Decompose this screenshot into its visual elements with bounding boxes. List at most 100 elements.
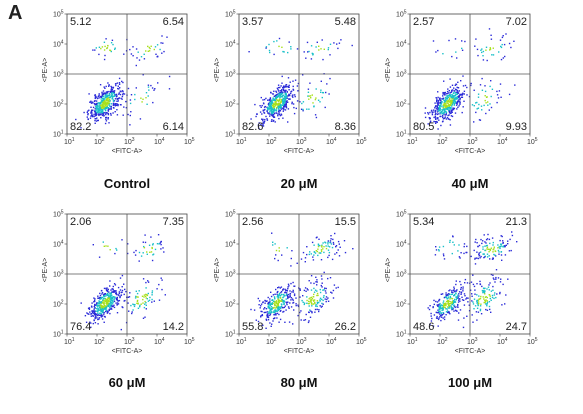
event-point xyxy=(297,305,300,308)
event-point xyxy=(433,299,435,302)
event-point xyxy=(462,326,465,329)
event-point xyxy=(104,96,107,99)
event-point xyxy=(292,299,294,301)
event-point xyxy=(100,302,102,304)
event-point xyxy=(456,310,458,312)
event-point xyxy=(297,90,299,92)
event-point xyxy=(112,87,114,89)
event-point xyxy=(102,95,105,98)
event-point xyxy=(274,102,277,105)
event-point xyxy=(445,295,448,297)
event-point xyxy=(112,96,114,98)
event-point xyxy=(285,301,287,303)
event-point xyxy=(516,241,518,243)
event-point xyxy=(94,122,96,124)
event-point xyxy=(319,244,321,247)
event-point xyxy=(500,243,503,245)
event-point xyxy=(320,250,323,252)
event-point xyxy=(446,308,448,310)
event-point xyxy=(449,298,451,300)
y-tick-label: 104 xyxy=(53,40,64,49)
event-point xyxy=(103,49,106,51)
event-point xyxy=(87,113,89,115)
event-point xyxy=(488,255,490,257)
event-point xyxy=(94,119,96,122)
event-point xyxy=(278,99,280,102)
event-point xyxy=(94,112,96,114)
event-point xyxy=(132,303,134,305)
event-point xyxy=(496,90,498,93)
event-point xyxy=(490,80,492,82)
event-point xyxy=(457,301,460,303)
event-point xyxy=(277,309,279,312)
event-point xyxy=(491,88,494,90)
event-point xyxy=(113,91,115,94)
event-point xyxy=(116,100,118,102)
event-point xyxy=(248,51,250,53)
event-point xyxy=(111,93,113,96)
event-point xyxy=(490,299,492,301)
event-point xyxy=(308,320,310,322)
event-point xyxy=(450,112,452,114)
event-point xyxy=(114,95,116,97)
event-point xyxy=(448,114,450,116)
event-point xyxy=(139,118,142,120)
event-point xyxy=(497,277,500,279)
event-point xyxy=(108,291,110,293)
event-point xyxy=(160,243,162,246)
event-point xyxy=(312,299,314,301)
event-point xyxy=(109,308,111,310)
event-point xyxy=(271,113,273,115)
event-point xyxy=(150,251,153,253)
event-point xyxy=(91,310,94,313)
event-point xyxy=(117,300,119,302)
event-point xyxy=(332,289,335,292)
event-point xyxy=(333,284,336,286)
event-point xyxy=(332,297,335,299)
event-point xyxy=(469,289,472,291)
event-point xyxy=(156,288,158,290)
event-point xyxy=(449,97,451,99)
event-point xyxy=(275,107,278,109)
event-point xyxy=(145,297,147,299)
event-point xyxy=(164,294,166,296)
event-point xyxy=(457,106,459,108)
event-point xyxy=(97,306,99,308)
event-point xyxy=(311,305,313,307)
event-point xyxy=(145,50,147,52)
event-point xyxy=(268,49,271,52)
event-point xyxy=(90,322,92,324)
event-point xyxy=(272,241,274,243)
event-point xyxy=(331,246,334,249)
event-point xyxy=(284,101,286,103)
event-point xyxy=(116,293,118,296)
event-point xyxy=(112,285,114,288)
event-point xyxy=(430,110,433,112)
event-point xyxy=(110,92,113,94)
event-point xyxy=(97,318,99,321)
event-point xyxy=(287,108,290,110)
event-point xyxy=(456,93,458,95)
event-point xyxy=(510,249,512,252)
event-point xyxy=(118,291,121,293)
event-point xyxy=(439,307,441,309)
event-point xyxy=(313,293,315,296)
event-point xyxy=(262,99,264,101)
event-point xyxy=(441,110,444,112)
event-point xyxy=(277,305,280,307)
event-point xyxy=(308,300,310,303)
event-point xyxy=(106,106,108,109)
event-point xyxy=(109,306,111,309)
event-point xyxy=(429,120,432,122)
event-point xyxy=(452,108,455,111)
event-point xyxy=(481,285,483,288)
event-point xyxy=(103,321,105,323)
event-point xyxy=(129,48,131,51)
event-point xyxy=(274,300,276,303)
event-point xyxy=(122,81,124,84)
event-point xyxy=(336,252,338,254)
event-point xyxy=(131,311,133,313)
event-point xyxy=(143,306,146,309)
event-point xyxy=(109,298,112,300)
event-point xyxy=(90,101,92,103)
